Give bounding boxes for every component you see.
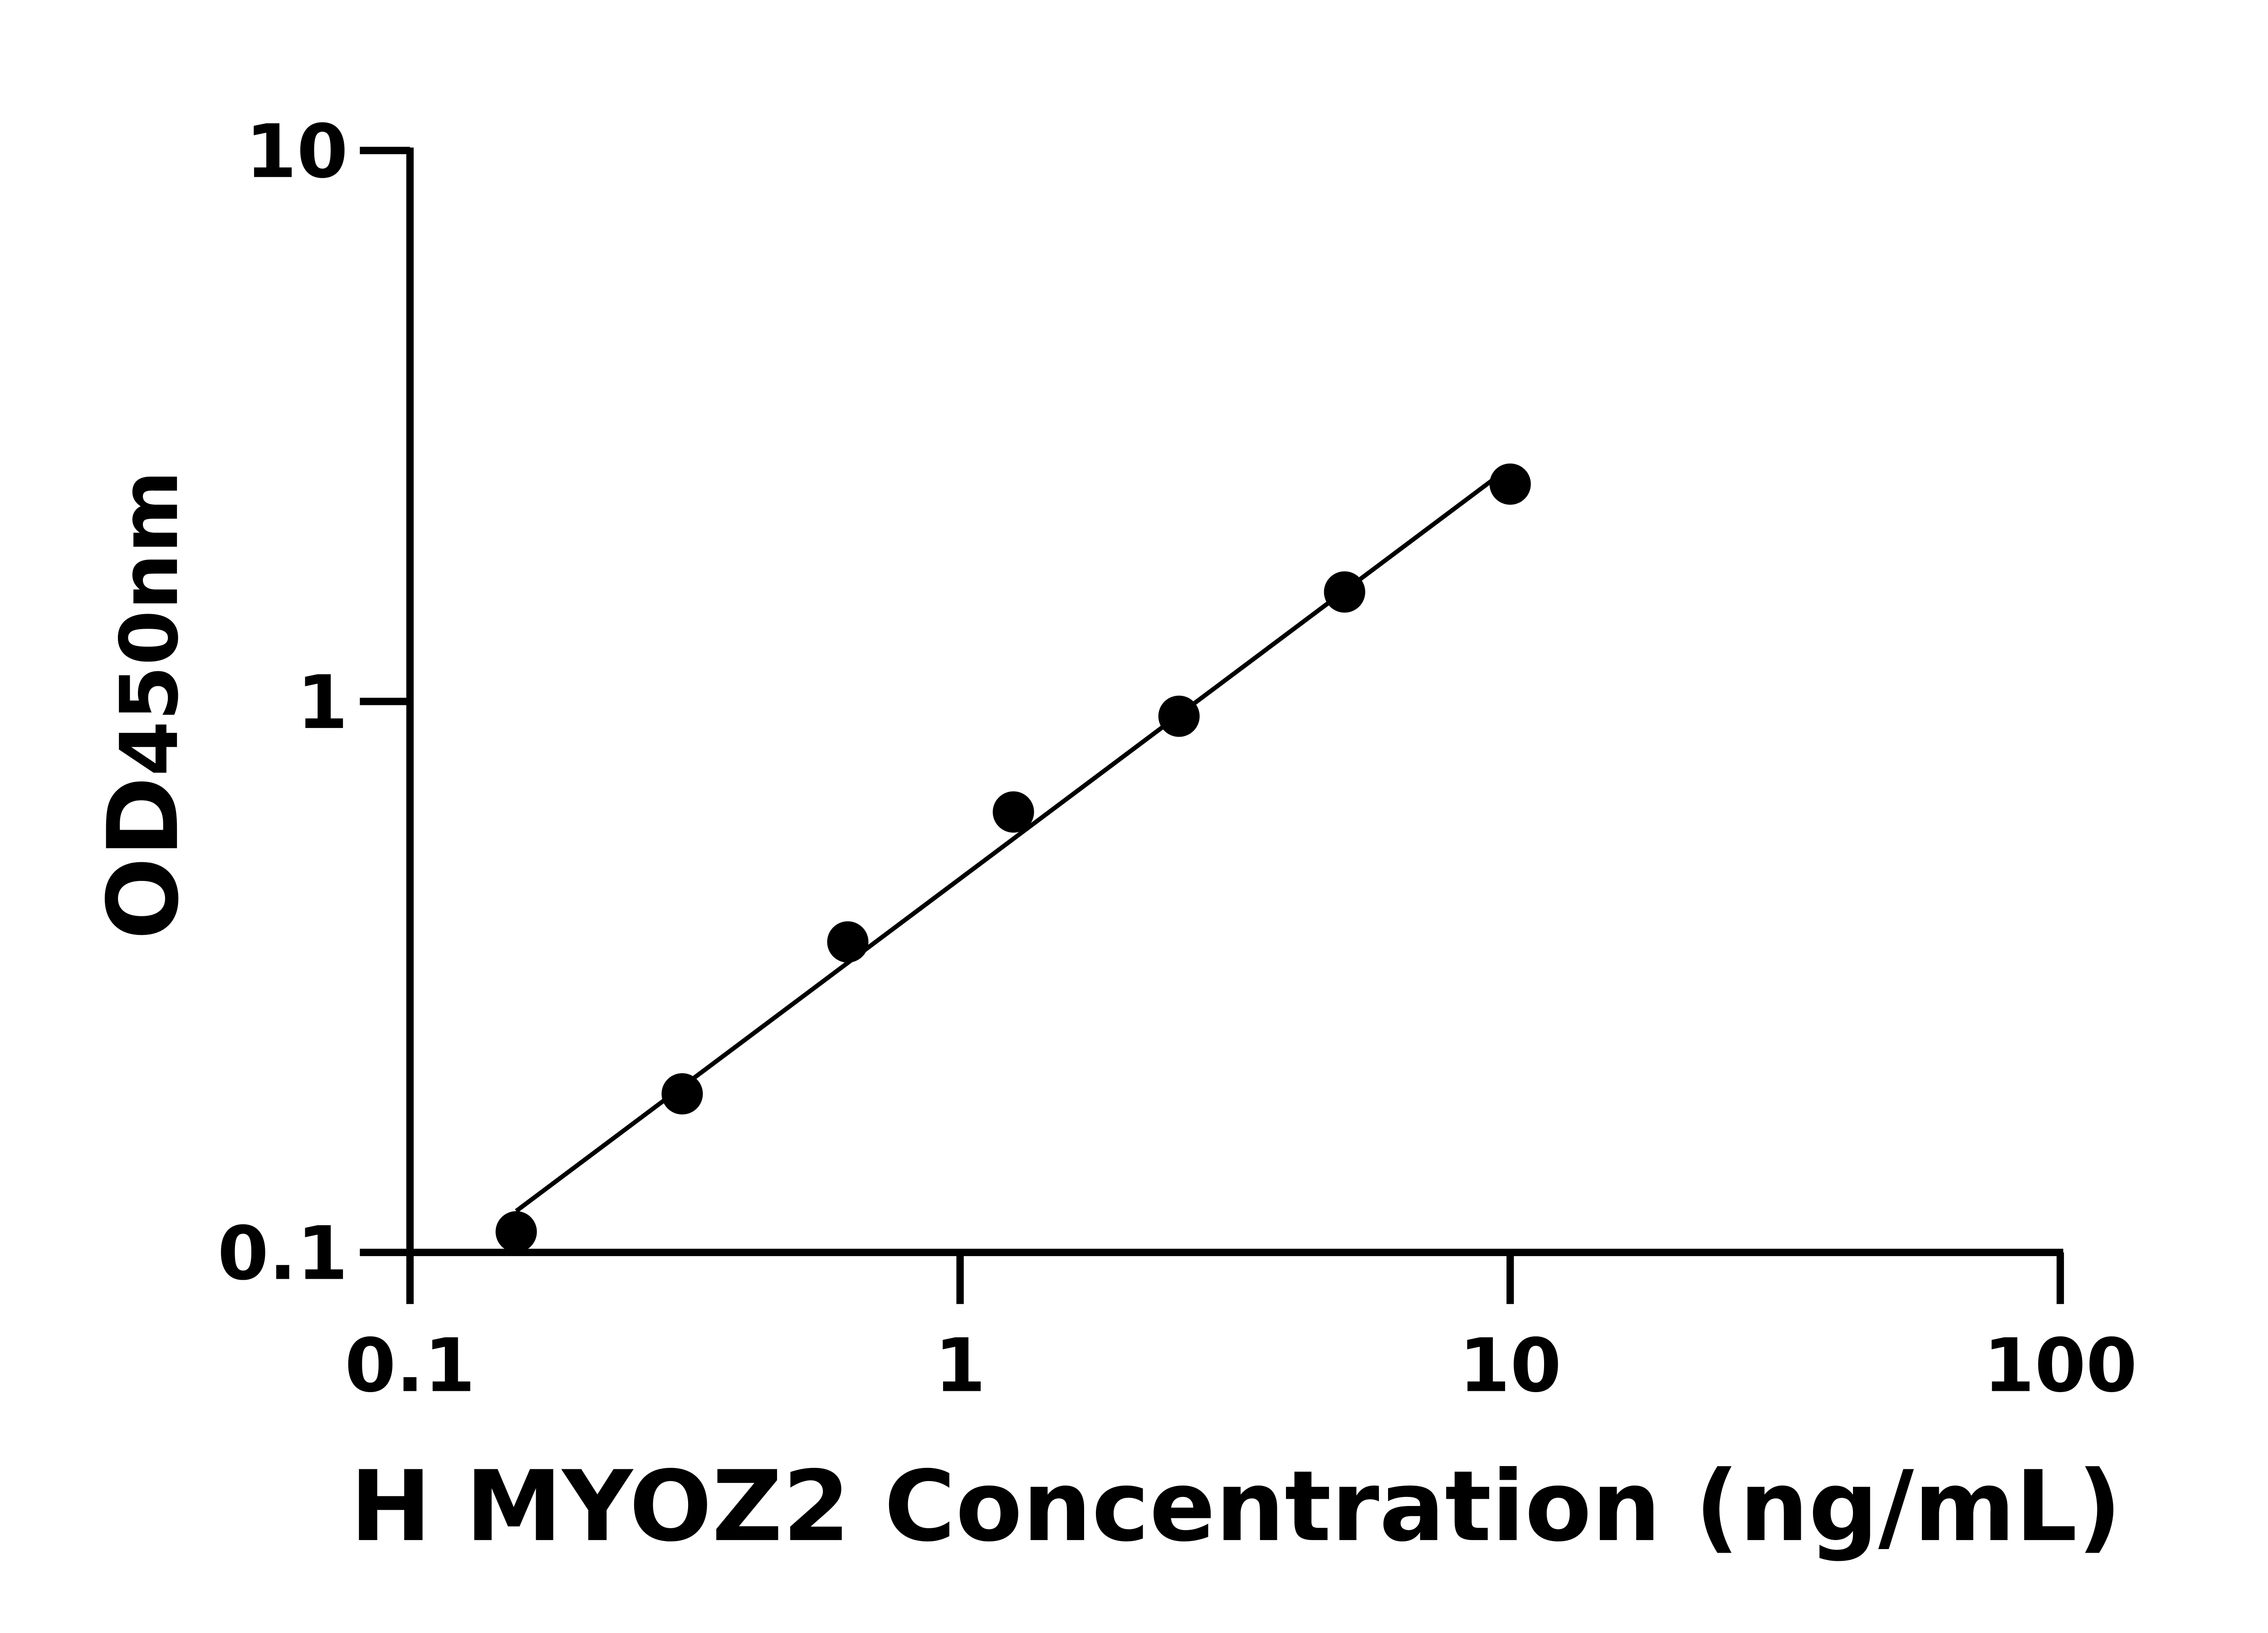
y-axis-label-sub: 450nm [103,470,196,777]
y-tick-label: 0.1 [217,1211,348,1296]
y-axis-label-main: OD [87,776,200,940]
data-point [992,791,1034,833]
y-axis-label: OD450nm [87,470,200,940]
data-point [1158,695,1200,737]
x-tick-label: 10 [1459,1323,1561,1409]
axes [406,147,2063,1257]
x-axis-label: H MYOZ2 Concentration (ng/mL) [350,1450,2122,1563]
y-tick-label: 10 [245,109,348,195]
data-point [661,1073,703,1115]
x-tick-label: 1 [934,1323,986,1409]
x-tick-label: 100 [1983,1323,2137,1409]
data-point [827,921,869,963]
data-point [1324,571,1365,613]
data-point [495,1211,537,1253]
x-tick-label: 0.1 [345,1323,475,1409]
data-point [1489,463,1531,505]
y-tick-label: 1 [297,660,348,746]
